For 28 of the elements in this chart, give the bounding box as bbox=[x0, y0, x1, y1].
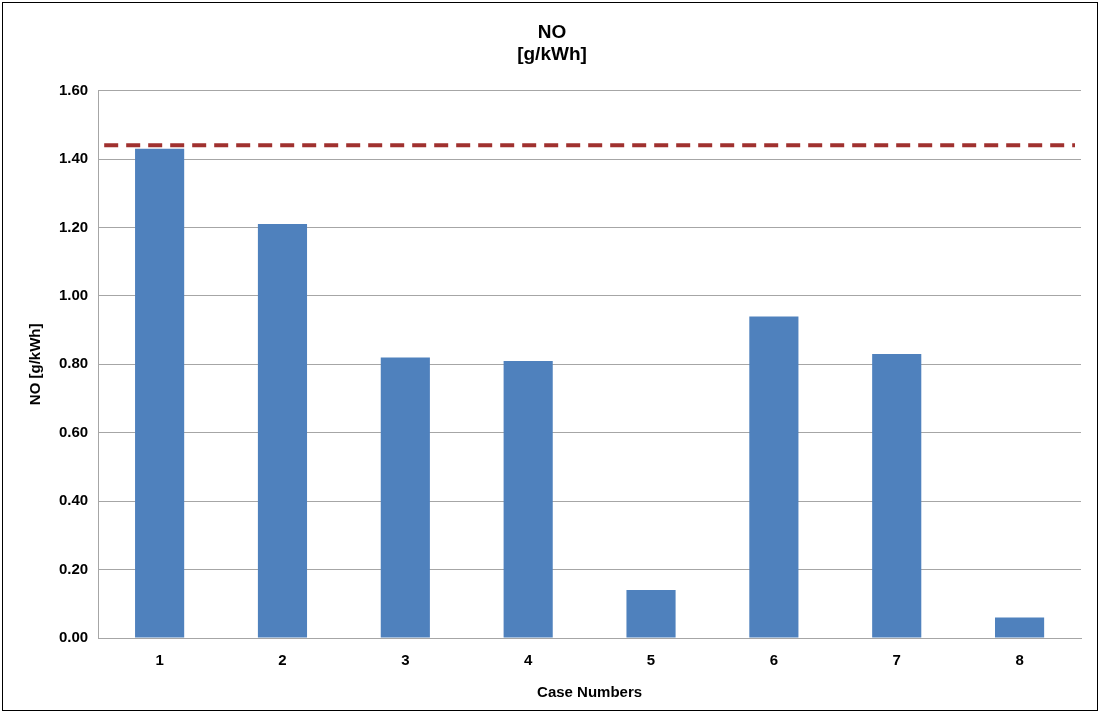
bar bbox=[872, 354, 922, 638]
bar bbox=[503, 360, 553, 638]
y-tick-label: 0.20 bbox=[58, 559, 89, 577]
y-tick-label: 0.60 bbox=[58, 422, 89, 440]
bar bbox=[135, 148, 185, 638]
bar bbox=[380, 357, 430, 638]
y-tick-label: 1.00 bbox=[58, 286, 89, 304]
x-tick-label: 7 bbox=[892, 651, 901, 669]
bar bbox=[257, 224, 308, 638]
x-tick-label: 4 bbox=[524, 651, 533, 669]
chart-title: NO [g/kWh] bbox=[517, 20, 587, 65]
bar bbox=[749, 316, 799, 638]
bar bbox=[626, 590, 676, 638]
x-tick-label: 5 bbox=[646, 651, 656, 669]
y-tick-label: 1.60 bbox=[58, 80, 89, 98]
y-tick-label: 0.80 bbox=[58, 354, 89, 372]
x-tick-label: 1 bbox=[155, 651, 164, 669]
y-tick-label: 1.20 bbox=[58, 217, 89, 235]
y-tick-label: 1.40 bbox=[58, 149, 89, 167]
bar bbox=[995, 617, 1045, 638]
x-tick-label: 2 bbox=[278, 651, 287, 669]
x-tick-label: 6 bbox=[769, 651, 779, 669]
x-tick-label: 3 bbox=[401, 651, 410, 669]
x-axis-title: Case Numbers bbox=[537, 683, 643, 701]
x-tick-label: 8 bbox=[1015, 651, 1024, 669]
y-tick-label: 0.40 bbox=[58, 491, 89, 509]
y-axis-title: NO [g/kWh] bbox=[26, 323, 44, 406]
y-tick-label: 0.00 bbox=[58, 628, 89, 646]
